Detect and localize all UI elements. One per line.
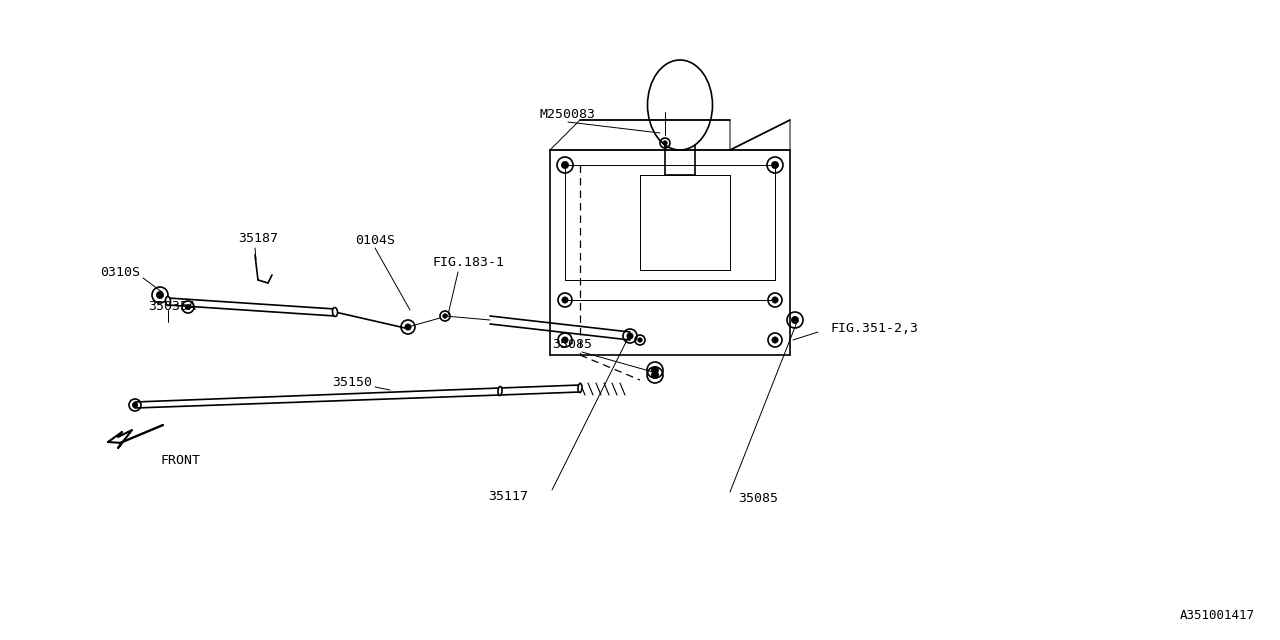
Circle shape (627, 333, 634, 339)
Text: 35117: 35117 (488, 490, 529, 504)
Ellipse shape (165, 296, 170, 305)
Text: M250083: M250083 (540, 109, 596, 122)
Circle shape (772, 161, 778, 168)
Ellipse shape (579, 383, 582, 392)
Text: FRONT: FRONT (160, 454, 200, 467)
Circle shape (772, 337, 778, 343)
Circle shape (663, 141, 667, 145)
Circle shape (443, 314, 447, 318)
Ellipse shape (498, 387, 502, 396)
Text: FIG.351-2,3: FIG.351-2,3 (829, 321, 918, 335)
Circle shape (156, 291, 164, 299)
Text: 35085: 35085 (552, 339, 591, 351)
Circle shape (404, 324, 411, 330)
Circle shape (791, 316, 799, 324)
Text: FIG.183-1: FIG.183-1 (433, 255, 504, 269)
Circle shape (772, 297, 778, 303)
Circle shape (562, 297, 568, 303)
Text: 35035A: 35035A (148, 301, 196, 314)
Circle shape (562, 337, 568, 343)
Text: 35150: 35150 (332, 376, 372, 388)
Text: 35085: 35085 (739, 492, 778, 504)
Circle shape (562, 161, 568, 168)
Circle shape (132, 403, 138, 408)
Text: A351001417: A351001417 (1180, 609, 1254, 622)
Circle shape (652, 366, 659, 374)
Text: 0310S: 0310S (100, 266, 140, 278)
Circle shape (652, 371, 659, 379)
Ellipse shape (333, 307, 338, 317)
Circle shape (186, 304, 191, 310)
Text: 0104S: 0104S (355, 234, 396, 246)
Text: 35187: 35187 (238, 232, 278, 244)
Circle shape (637, 338, 643, 342)
